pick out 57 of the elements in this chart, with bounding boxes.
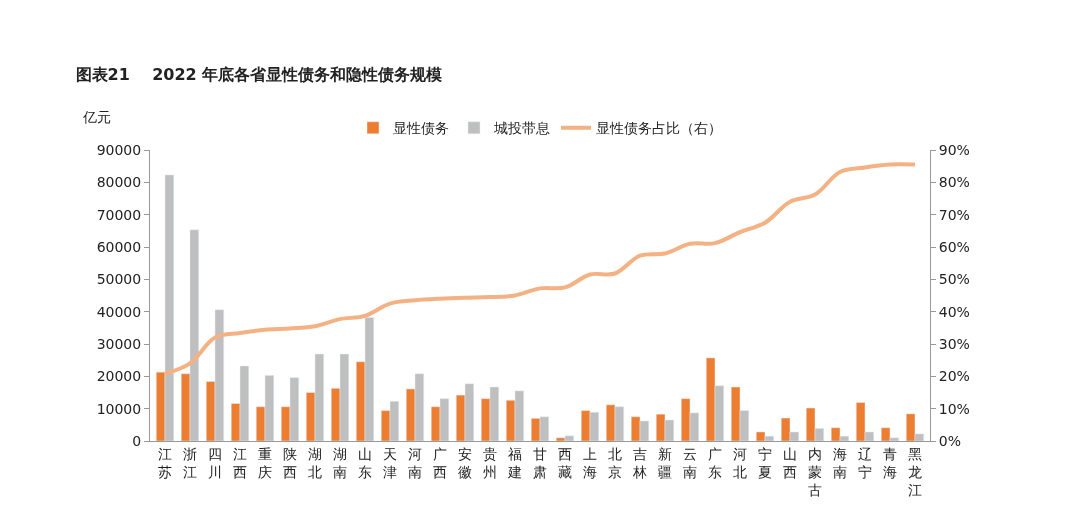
y2-tick-label: 10%: [938, 400, 970, 417]
x-tick-label: 青海: [883, 445, 897, 480]
y-tick-label: 30000: [96, 335, 142, 352]
legend-label: 显性债务: [393, 120, 449, 137]
y-tick-label: 0: [132, 432, 142, 449]
y-tick-label: 90000: [96, 141, 142, 158]
y-tick-label: 40000: [96, 303, 142, 320]
x-tick-label: 天津: [383, 445, 397, 480]
x-tick-label: 辽宁: [858, 445, 872, 480]
x-tick-label: 河北: [733, 445, 747, 480]
y2-tick-label: 80%: [938, 174, 970, 191]
y-tick-label: 20000: [96, 368, 142, 385]
x-tick-label: 内蒙古: [808, 445, 822, 499]
chart-title: 图表21 2022 年底各省显性债务和隐性债务规模: [75, 65, 443, 85]
y-axis-title: 亿元: [82, 109, 111, 125]
legend-label: 城投带息: [493, 120, 550, 137]
legend-label: 显性债务占比（右）: [596, 120, 722, 137]
y2-tick-label: 90%: [938, 141, 970, 158]
x-tick-label: 贵州: [483, 445, 497, 480]
x-tick-label: 上海: [583, 445, 597, 480]
x-tick-label: 西藏: [558, 445, 572, 480]
x-tick-label: 宁夏: [758, 445, 772, 480]
x-tick-label: 云南: [683, 445, 697, 480]
x-tick-label: 福建: [507, 445, 522, 480]
y2-tick-label: 60%: [938, 238, 970, 255]
x-tick-label: 吉林: [632, 445, 647, 480]
x-tick-label: 海南: [833, 445, 847, 480]
x-tick-label: 江西: [233, 445, 247, 480]
y2-tick-label: 70%: [938, 206, 970, 223]
x-tick-label: 浙江: [183, 445, 197, 480]
y2-tick-label: 40%: [938, 303, 970, 320]
x-tick-label: 四川: [208, 445, 222, 480]
x-tick-label: 新疆: [658, 445, 672, 480]
line-series: [163, 162, 917, 376]
y-tick-label: 70000: [96, 206, 142, 223]
y2-tick-label: 20%: [938, 368, 970, 385]
x-tick-label: 江苏: [158, 445, 172, 480]
y-tick-label: 80000: [96, 174, 142, 191]
y2-tick-label: 50%: [938, 271, 970, 288]
x-tick-label: 河南: [408, 445, 422, 480]
x-tick-label: 重庆: [258, 445, 272, 480]
x-tick-label: 湖北: [308, 445, 322, 480]
x-tick-label: 安徽: [458, 445, 472, 480]
y2-tick-label: 0%: [938, 432, 962, 449]
x-tick-label: 黑龙江: [908, 445, 922, 499]
y-tick-label: 60000: [96, 238, 142, 255]
x-tick-label: 广西: [433, 445, 447, 480]
x-tick-label: 陕西: [283, 445, 297, 480]
x-tick-label: 湖南: [333, 445, 347, 480]
x-tick-label: 北京: [608, 445, 622, 480]
y2-tick-label: 30%: [938, 335, 970, 352]
y-tick-label: 10000: [96, 400, 142, 417]
x-tick-label: 山东: [358, 445, 372, 480]
y-tick-label: 50000: [96, 271, 142, 288]
x-tick-label: 山西: [783, 445, 797, 480]
x-tick-label: 甘肃: [533, 445, 547, 480]
x-tick-label: 广东: [708, 445, 722, 480]
